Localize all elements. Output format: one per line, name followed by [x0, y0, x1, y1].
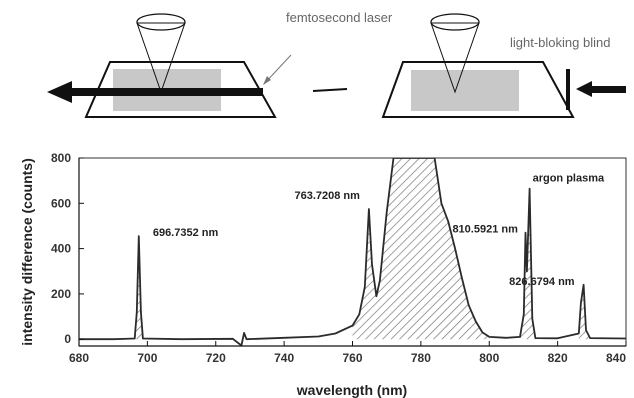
y-tick-label: 600 [51, 196, 71, 210]
left-objective-cone [136, 22, 186, 94]
laser-pointer-arrowhead [263, 76, 271, 85]
spectrum-line-group [79, 158, 626, 346]
peak-annotation: 696.7352 nm [153, 227, 219, 239]
y-ticks: 0 200 400 600 800 [51, 151, 84, 346]
light-blocking-blind-label: light-bloking blind [510, 35, 610, 50]
left-objective-lens [136, 13, 186, 31]
right-beam-stub [588, 86, 626, 93]
left-laser-beam [70, 88, 263, 96]
right-cell: light-bloking blind [381, 13, 626, 118]
x-tick-label: 840 [606, 351, 626, 365]
x-tick-label: 800 [479, 351, 499, 365]
left-cell: femtosecond laser [47, 10, 393, 118]
peak-annotation: 826.6794 nm [509, 276, 575, 288]
femtosecond-laser-label: femtosecond laser [286, 10, 393, 25]
spectrum-chart: 680 700 720 740 760 780 800 820 840 0 200 400 600 80… [19, 151, 627, 398]
right-beam-arrowhead [576, 81, 592, 97]
comparison-dash [312, 88, 348, 92]
left-beam-arrowhead [47, 81, 72, 103]
y-tick-label: 800 [51, 151, 71, 165]
x-tick-label: 820 [548, 351, 568, 365]
peak-annotation: argon plasma [533, 173, 605, 185]
y-tick-label: 0 [64, 332, 71, 346]
x-tick-label: 700 [137, 351, 157, 365]
x-axis-title: wavelength (nm) [296, 382, 407, 398]
left-slab-trapezoid [84, 61, 277, 118]
peak-fill-2 [352, 158, 490, 340]
right-objective-lens [430, 13, 480, 31]
y-tick-label: 400 [51, 242, 71, 256]
y-axis-title: intensity difference (counts) [19, 158, 35, 345]
peak-annotation: 810.5921 nm [452, 224, 518, 236]
right-sample-region [411, 70, 519, 111]
x-tick-label: 680 [69, 351, 89, 365]
x-tick-label: 760 [342, 351, 362, 365]
peak-annotation: 763.7208 nm [294, 190, 360, 202]
right-objective-cone [430, 22, 480, 94]
peak-annotations: 696.7352 nm 763.7208 nm 810.5921 nm argon p… [153, 173, 605, 288]
x-tick-label: 740 [274, 351, 294, 365]
right-slab-trapezoid [381, 61, 575, 118]
light-blocking-blind [566, 69, 570, 110]
experiment-diagram: femtosecond laser light-bloking blind [47, 10, 626, 118]
y-tick-label: 200 [51, 287, 71, 301]
x-tick-label: 780 [411, 351, 431, 365]
x-ticks: 680 700 720 740 760 780 800 820 840 [69, 341, 627, 365]
spectrum-series-line [79, 158, 626, 346]
x-tick-label: 720 [206, 351, 226, 365]
